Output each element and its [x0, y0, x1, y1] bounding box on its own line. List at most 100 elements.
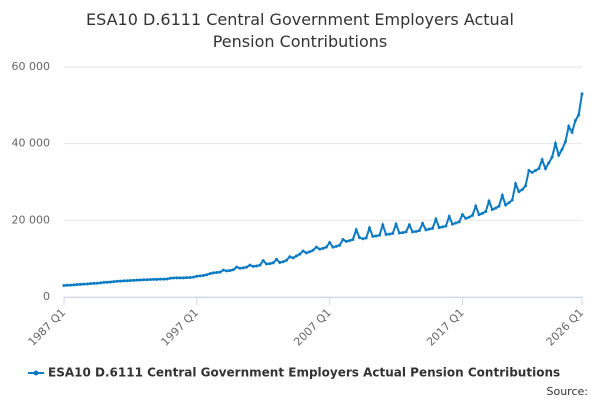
- point: [437, 226, 441, 230]
- point: [354, 228, 358, 232]
- point: [338, 243, 342, 247]
- point: [331, 245, 335, 249]
- point: [142, 278, 146, 282]
- point: [225, 269, 229, 273]
- point: [510, 198, 514, 202]
- point: [457, 220, 461, 224]
- point: [447, 215, 451, 218]
- point: [211, 271, 215, 275]
- point: [497, 204, 501, 208]
- point: [168, 276, 172, 280]
- point: [281, 260, 285, 264]
- point: [132, 278, 136, 282]
- point: [255, 264, 259, 268]
- y-tick-label: 20 000: [12, 213, 51, 226]
- y-tick-label: 60 000: [12, 60, 51, 73]
- x-tick-label: 2017 Q1: [424, 306, 467, 349]
- point: [367, 226, 371, 230]
- point: [175, 276, 179, 280]
- point: [311, 248, 315, 252]
- point: [215, 270, 219, 274]
- point: [334, 244, 338, 248]
- point: [424, 228, 428, 232]
- point: [192, 275, 195, 279]
- point: [570, 130, 574, 134]
- point: [470, 213, 474, 217]
- point: [69, 283, 73, 287]
- point: [374, 234, 378, 238]
- point: [265, 262, 269, 266]
- point: [560, 147, 564, 151]
- point: [298, 252, 302, 256]
- point: [182, 276, 186, 280]
- point: [364, 236, 368, 240]
- point: [79, 282, 83, 286]
- point: [198, 274, 202, 278]
- point: [291, 256, 295, 260]
- point: [537, 167, 541, 171]
- point: [138, 278, 142, 282]
- point: [441, 225, 445, 229]
- point: [563, 140, 567, 144]
- point: [231, 268, 235, 272]
- point: [162, 277, 166, 281]
- point: [351, 238, 355, 241]
- legend-label: ESA10 D.6111 Central Government Employer…: [48, 366, 560, 380]
- point: [524, 184, 528, 188]
- x-tick-label: 1987 Q1: [26, 306, 69, 349]
- point: [152, 277, 156, 281]
- point: [62, 284, 66, 287]
- point: [348, 239, 352, 243]
- point: [358, 236, 362, 240]
- point: [381, 223, 385, 227]
- point: [251, 264, 255, 268]
- point: [411, 230, 415, 234]
- point: [108, 280, 112, 284]
- point: [514, 182, 518, 186]
- point: [543, 167, 547, 171]
- point: [122, 279, 126, 283]
- point: [427, 227, 431, 231]
- point: [235, 265, 239, 269]
- point: [444, 224, 448, 228]
- point: [218, 270, 222, 274]
- series-line: [63, 93, 583, 287]
- point: [221, 268, 225, 272]
- point: [328, 241, 332, 245]
- point: [431, 226, 435, 230]
- point: [341, 238, 345, 241]
- point: [467, 215, 471, 219]
- point: [547, 161, 551, 165]
- point: [434, 217, 438, 221]
- point: [534, 169, 538, 172]
- point: [517, 190, 521, 194]
- point: [102, 280, 106, 284]
- point: [288, 255, 292, 259]
- point: [238, 266, 242, 270]
- point: [577, 113, 581, 117]
- point: [324, 245, 328, 249]
- point: [414, 229, 418, 233]
- point: [135, 278, 139, 282]
- x-tick-label: 1997 Q1: [159, 306, 202, 349]
- point: [500, 193, 504, 197]
- point: [275, 257, 279, 261]
- point: [65, 283, 69, 287]
- y-tick-label: 40 000: [12, 137, 51, 150]
- point: [145, 278, 149, 282]
- point: [188, 275, 192, 279]
- point: [520, 188, 524, 192]
- point: [580, 92, 584, 96]
- point: [361, 237, 365, 241]
- point: [112, 280, 116, 284]
- point: [82, 282, 86, 286]
- point: [241, 266, 245, 270]
- point: [165, 277, 169, 281]
- point: [304, 251, 308, 255]
- point: [477, 213, 481, 217]
- point: [261, 259, 265, 263]
- point: [460, 213, 464, 217]
- point: [553, 142, 557, 146]
- point: [484, 210, 488, 214]
